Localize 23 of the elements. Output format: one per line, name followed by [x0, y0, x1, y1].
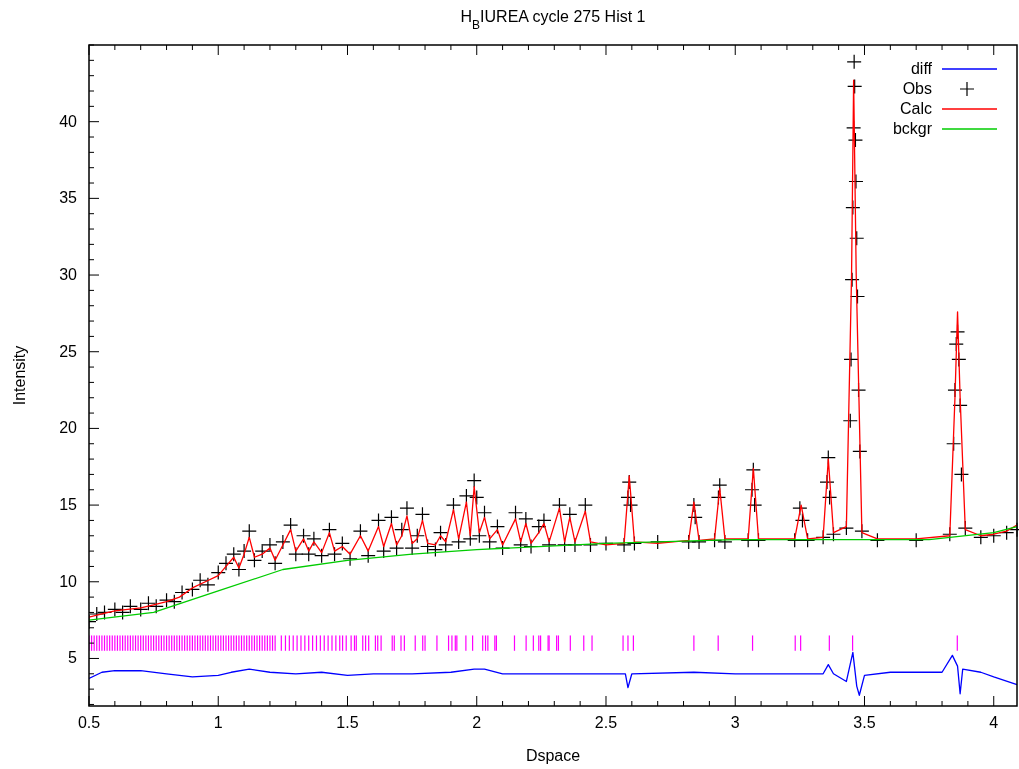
- chart-title: H$_{B}$IUREA cycle 275 Hist 1: [460, 8, 646, 32]
- x-tick-label: 4: [989, 714, 999, 731]
- y-tick-label: 5: [68, 649, 78, 667]
- x-tick-label: 0.5: [77, 714, 101, 731]
- y-tick-label: 15: [59, 496, 78, 514]
- legend-label: diff: [910, 60, 933, 77]
- x-tick-label: 3: [730, 714, 740, 731]
- y-axis-title: Intensity: [11, 345, 28, 406]
- x-tick-label: 2: [472, 714, 482, 731]
- y-tick-label: 10: [59, 572, 78, 590]
- x-tick-label: 3.5: [853, 714, 876, 731]
- y-tick-label: 40: [59, 112, 78, 130]
- legend-label: Obs: [902, 80, 932, 97]
- x-tick-label: 1: [213, 714, 223, 731]
- x-axis-title: Dspace: [525, 747, 581, 764]
- y-tick-label: 35: [59, 189, 78, 207]
- x-tick-label: 2.5: [594, 714, 618, 731]
- y-tick-label: 30: [59, 266, 78, 284]
- y-tick-label: 20: [59, 419, 78, 437]
- x-tick-label: 1.5: [336, 714, 359, 731]
- y-tick-label: 25: [59, 342, 78, 360]
- legend-label: Calc: [899, 100, 932, 117]
- legend-label: bckgr: [892, 120, 933, 137]
